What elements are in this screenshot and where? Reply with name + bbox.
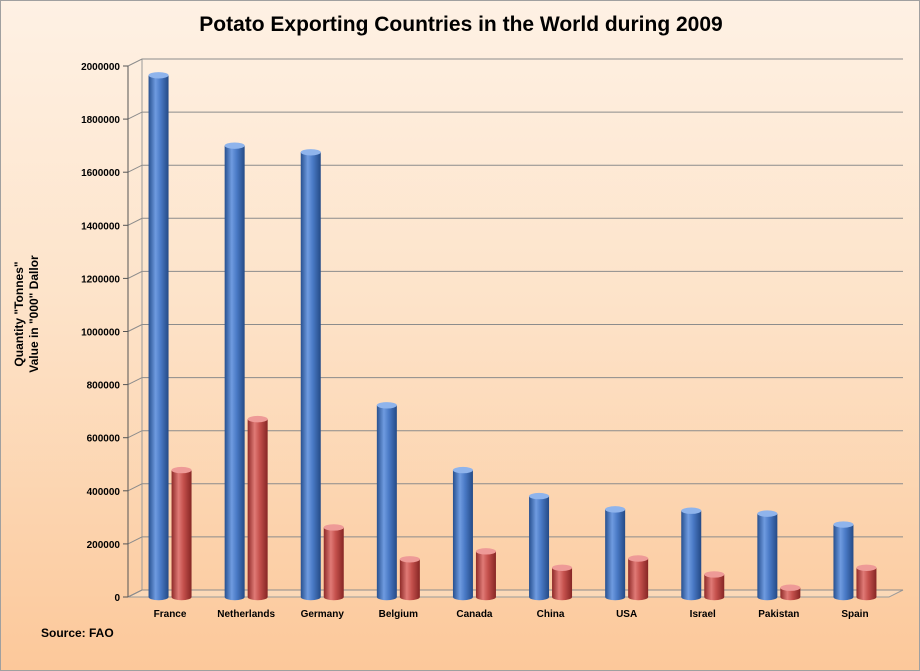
bar-value bbox=[856, 564, 877, 601]
bar-top bbox=[605, 506, 626, 513]
bar-body bbox=[376, 405, 397, 601]
gridline bbox=[127, 164, 903, 173]
bar-top bbox=[833, 521, 854, 528]
gridline bbox=[127, 536, 903, 545]
bar-value bbox=[704, 571, 725, 601]
bar-quantity bbox=[224, 142, 245, 601]
chart-title: Potato Exporting Countries in the World … bbox=[199, 13, 723, 36]
bar-body bbox=[856, 567, 877, 601]
source-note: Source: FAO bbox=[41, 626, 114, 640]
bar-body bbox=[552, 567, 573, 601]
bar-top bbox=[856, 564, 877, 571]
gridline bbox=[127, 377, 903, 386]
gridline bbox=[127, 270, 903, 279]
bar-top bbox=[300, 149, 321, 156]
bar-top bbox=[171, 466, 192, 474]
gridline bbox=[127, 58, 903, 67]
x-tick-label: Spain bbox=[841, 609, 868, 620]
y-tick-label: 600000 bbox=[87, 434, 121, 445]
bar-body bbox=[529, 496, 550, 601]
y-tick-label: 800000 bbox=[87, 381, 121, 392]
y-tick-label: 400000 bbox=[87, 487, 121, 498]
bar-quantity bbox=[605, 506, 626, 601]
bar-value bbox=[628, 555, 649, 601]
x-tick-label: Germany bbox=[301, 609, 345, 620]
y-tick-label: 1800000 bbox=[81, 115, 120, 126]
bar-body bbox=[399, 559, 420, 601]
gridline bbox=[127, 217, 903, 226]
bar-quantity bbox=[452, 466, 473, 601]
bar-top bbox=[376, 402, 397, 409]
bar-value bbox=[552, 564, 573, 601]
x-tick-label: Netherlands bbox=[217, 609, 275, 620]
bar-quantity bbox=[148, 72, 169, 601]
gridline bbox=[127, 483, 903, 492]
bar-top bbox=[452, 466, 473, 474]
bar-top bbox=[780, 584, 801, 591]
bar-top bbox=[323, 524, 344, 531]
bar-quantity bbox=[529, 492, 550, 601]
bar-top bbox=[475, 548, 496, 555]
x-tick-label: USA bbox=[616, 609, 637, 620]
bar-quantity bbox=[300, 149, 321, 601]
bar-value bbox=[475, 548, 496, 601]
bar-body bbox=[628, 558, 649, 601]
bar-body bbox=[224, 145, 245, 601]
bar-body bbox=[780, 587, 801, 601]
bar-top bbox=[148, 72, 169, 79]
x-tick-label: France bbox=[154, 609, 187, 620]
bar-body bbox=[475, 551, 496, 601]
bar-body bbox=[452, 470, 473, 601]
bar-quantity bbox=[681, 507, 702, 601]
bar-quantity bbox=[833, 521, 854, 601]
bar-body bbox=[171, 470, 192, 601]
bar-body bbox=[757, 513, 778, 601]
bar-top bbox=[224, 142, 245, 149]
y-tick-label: 1000000 bbox=[81, 328, 120, 339]
bar-value bbox=[171, 466, 192, 601]
y-tick-label: 200000 bbox=[87, 540, 121, 551]
gridline bbox=[127, 430, 903, 439]
bar-quantity bbox=[757, 510, 778, 601]
bar-top bbox=[529, 492, 550, 500]
y-tick-label: 1200000 bbox=[81, 274, 120, 285]
bar-top bbox=[247, 415, 268, 423]
bar-body bbox=[704, 574, 725, 601]
bar-body bbox=[605, 509, 626, 601]
y-tick-label: 1600000 bbox=[81, 168, 120, 179]
bar-value bbox=[247, 415, 268, 601]
bar-body bbox=[247, 419, 268, 601]
bar-value bbox=[780, 584, 801, 601]
x-tick-label: Israel bbox=[690, 609, 716, 620]
x-tick-label: Pakistan bbox=[758, 609, 799, 620]
gridline bbox=[127, 324, 903, 332]
y-tick-label: 1400000 bbox=[81, 221, 120, 232]
bar-top bbox=[552, 564, 573, 571]
bar-top bbox=[681, 507, 702, 514]
bar-top bbox=[704, 571, 725, 578]
y-tick-label: 2000000 bbox=[81, 62, 120, 73]
bar-body bbox=[681, 510, 702, 601]
gridline bbox=[127, 111, 903, 120]
bar-body bbox=[323, 527, 344, 601]
bar-top bbox=[628, 555, 649, 562]
bar-body bbox=[148, 75, 169, 601]
y-tick-label: 0 bbox=[114, 593, 120, 604]
bar-value bbox=[399, 556, 420, 601]
x-tick-label: China bbox=[537, 609, 565, 620]
bar-body bbox=[833, 524, 854, 601]
bar-quantity bbox=[376, 402, 397, 601]
x-tick-label: Canada bbox=[456, 609, 493, 620]
bar-top bbox=[757, 510, 778, 517]
x-tick-label: Belgium bbox=[379, 609, 419, 620]
bar-value bbox=[323, 524, 344, 601]
bar-body bbox=[300, 152, 321, 601]
bar-top bbox=[399, 556, 420, 563]
gridline bbox=[127, 589, 903, 598]
